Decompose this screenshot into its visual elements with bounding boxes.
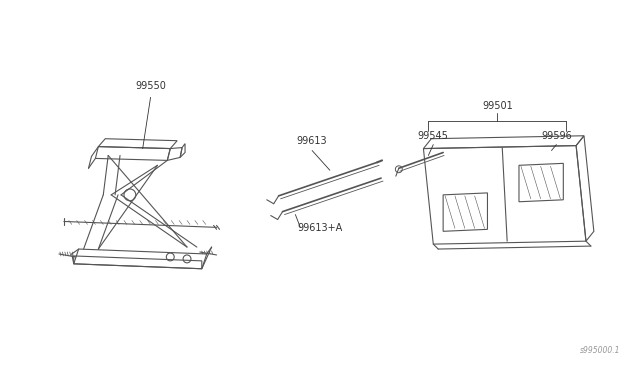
Text: 99545: 99545 [418, 131, 449, 141]
Text: 99613: 99613 [297, 136, 328, 146]
Text: 99596: 99596 [541, 131, 572, 141]
Text: 99501: 99501 [482, 101, 513, 111]
Text: 99550: 99550 [135, 81, 166, 92]
Text: s995000.1: s995000.1 [580, 346, 620, 355]
Text: 99613+A: 99613+A [298, 223, 342, 233]
